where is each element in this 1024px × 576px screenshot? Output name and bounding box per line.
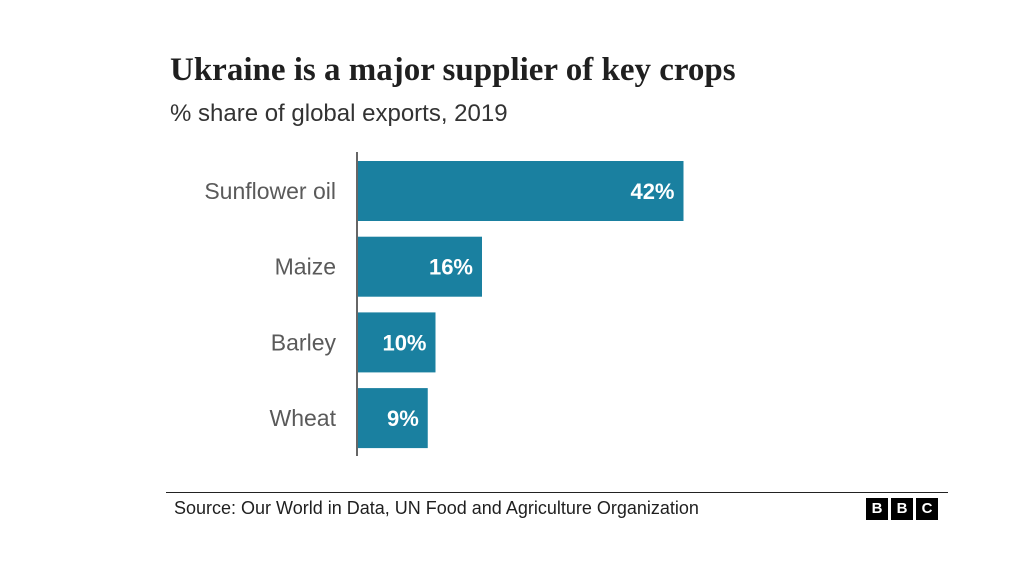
source-note: Source: Our World in Data, UN Food and A… — [174, 498, 699, 518]
category-label: Barley — [271, 329, 337, 355]
chart-title: Ukraine is a major supplier of key crops — [170, 52, 736, 88]
category-label: Wheat — [270, 405, 337, 431]
bar — [358, 236, 482, 297]
logo-letter: C — [916, 498, 938, 520]
bar — [358, 161, 684, 221]
value-label: 42% — [630, 179, 674, 204]
value-label: 10% — [382, 330, 426, 355]
value-label: 9% — [387, 406, 419, 431]
logo-letter: B — [866, 498, 888, 520]
chart-subtitle: % share of global exports, 2019 — [170, 100, 508, 127]
logo-letter: B — [891, 498, 913, 520]
footer-divider — [166, 492, 948, 493]
value-label: 16% — [429, 255, 473, 280]
bar — [358, 312, 436, 373]
category-label: Maize — [275, 254, 336, 280]
bbc-logo: B B C — [866, 498, 938, 520]
bar — [358, 388, 428, 449]
category-label: Sunflower oil — [204, 178, 336, 204]
